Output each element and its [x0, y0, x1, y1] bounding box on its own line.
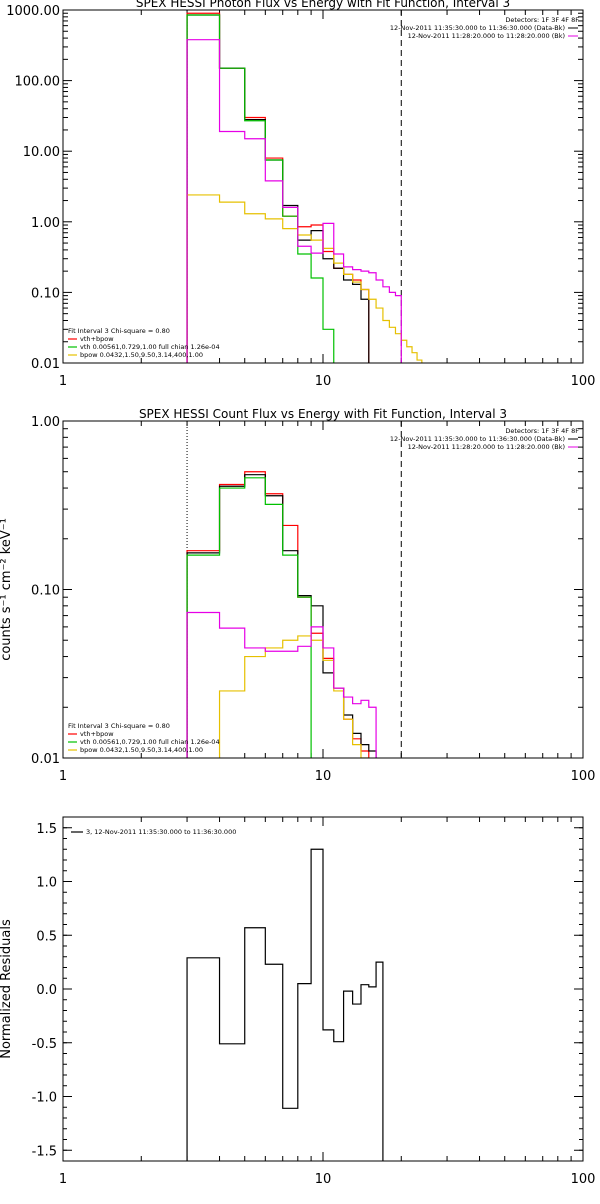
legend-entry: vth+bpow	[80, 730, 114, 738]
legend-entry: vth+bpow	[80, 335, 114, 343]
legend-entry: vth 0.00561,0.729,1.00 full chian 1.26e-…	[80, 738, 220, 746]
y-tick-label: 0.5	[36, 929, 57, 944]
series-line-trace-4	[186, 39, 402, 363]
y-tick-label: 1.00	[31, 415, 60, 430]
series-line-trace-1	[186, 474, 377, 758]
series-line-vth	[186, 14, 335, 363]
legend-entry: vth 0.00561,0.729,1.00 full chian 1.26e-…	[80, 343, 220, 351]
series-line-trace-1	[186, 14, 370, 363]
y-tick-label: 1.00	[31, 216, 60, 231]
x-tick-label: 1	[59, 1172, 67, 1187]
chart-title: SPEX HESSI Photon Flux vs Energy with Fi…	[136, 0, 510, 10]
x-tick-label: 100	[571, 769, 596, 784]
y-axis-label: Normalized Residuals	[0, 919, 14, 1059]
series-line-trace-4	[186, 611, 377, 758]
y-tick-label: -0.5	[32, 1037, 57, 1052]
axes-frame	[62, 9, 584, 364]
x-tick-label: 100	[571, 374, 596, 389]
panel-1: SPEX HESSI Photon Flux vs Energy with Fi…	[6, 0, 595, 389]
series-group	[186, 848, 384, 1161]
series-line-vth-bpow	[186, 12, 370, 363]
y-tick-label: 0.01	[31, 752, 60, 767]
fit-label: Fit Interval 3 Chi-square = 0.80	[68, 722, 170, 730]
x-tick-label: 1	[59, 769, 67, 784]
detectors-label: Detectors: 1F 3F 4F 8F	[505, 427, 579, 435]
y-tick-label: 0.01	[31, 357, 60, 372]
x-tick-label: 10	[315, 769, 332, 784]
axes-frame	[62, 816, 584, 1162]
detectors-label: Detectors: 1F 3F 4F 8F	[505, 16, 579, 24]
series-line-vth	[186, 477, 312, 758]
panel-3: 1 10 100 -1.5 -1.0 -0.5 0.0 0.5 1.0 1.5 Normalized…	[0, 816, 596, 1187]
y-tick-label: 0.0	[36, 983, 57, 998]
chart-title: SPEX HESSI Count Flux vs Energy with Fit…	[139, 407, 507, 421]
x-tick-label: 100	[571, 1172, 596, 1187]
x-tick-label: 1	[59, 374, 67, 389]
y-tick-label: 1000.00	[6, 4, 60, 19]
x-tick-label: 10	[315, 1172, 332, 1187]
time-label: 12-Nov-2011 11:35:30.000 to 11:36:30.000…	[390, 24, 565, 32]
axes-frame	[62, 420, 584, 759]
y-tick-label: -1.0	[32, 1091, 57, 1106]
fit-label: Fit Interval 3 Chi-square = 0.80	[68, 327, 170, 335]
y-tick-label: 10.00	[23, 145, 60, 160]
y-tick-label: 0.10	[31, 286, 60, 301]
series-line-bpow	[186, 194, 423, 363]
legend-entry: bpow 0.0432,1.50,9.50,3.14,400,1.00	[80, 351, 203, 359]
series-line-3-12-nov-2011-11-35-30-000-to-11-36-30-000	[186, 848, 384, 1161]
legend-entry: 3, 12-Nov-2011 11:35:30.000 to 11:36:30.…	[86, 828, 236, 836]
y-tick-label: 1.5	[36, 822, 57, 837]
bk-label: 12-Nov-2011 11:28:20.000 to 11:28:20.000…	[408, 443, 565, 451]
y-tick-label: 1.0	[36, 876, 57, 891]
y-tick-label: 0.10	[31, 584, 60, 599]
panel-2: SPEX HESSI Count Flux vs Energy with Fit…	[0, 407, 595, 784]
series-line-bpow	[218, 635, 370, 758]
time-label: 12-Nov-2011 11:35:30.000 to 11:36:30.000…	[390, 435, 565, 443]
series-group	[186, 471, 377, 758]
series-group	[186, 12, 423, 363]
y-tick-label: 100.00	[15, 75, 61, 90]
legend-entry: bpow 0.0432,1.50,9.50,3.14,400,1.00	[80, 746, 203, 754]
y-tick-label: -1.5	[32, 1144, 57, 1159]
bk-label: 12-Nov-2011 11:28:20.000 to 11:28:20.000…	[408, 32, 565, 40]
y-axis-label: counts s⁻¹ cm⁻² keV⁻¹	[0, 518, 14, 661]
series-line-vth-bpow	[186, 471, 370, 758]
x-tick-label: 10	[315, 374, 332, 389]
